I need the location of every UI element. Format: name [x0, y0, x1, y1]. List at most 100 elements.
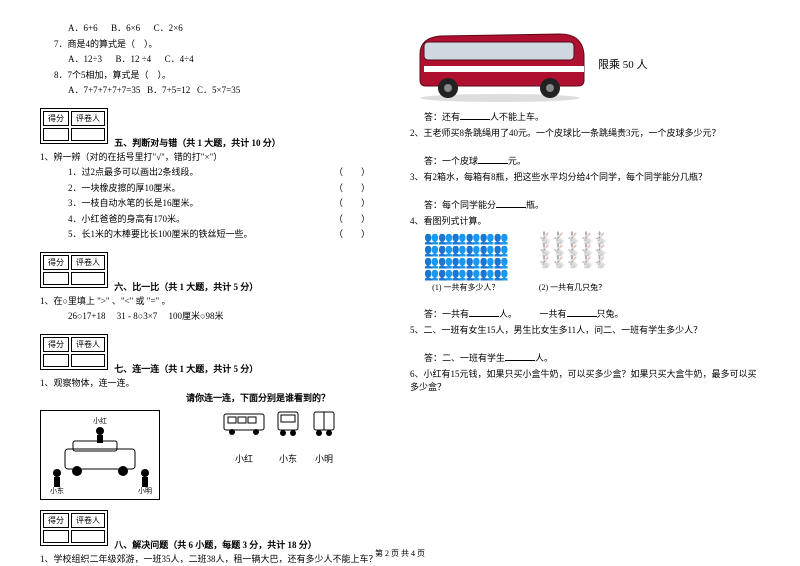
a3: 答：每个同学能分 瓶。 [410, 198, 760, 213]
score-label: 得分 [43, 513, 69, 528]
caption2: (2) 一共有几只兔？ [538, 282, 608, 293]
sec7-stem: 1、观察物体，连一连。 [40, 377, 390, 391]
score-box: 得分评卷人 [40, 108, 108, 144]
sec6-a: 26○17+18 [68, 311, 106, 321]
sec6-c: 100厘米○98米 [169, 311, 224, 321]
sec6-title: 六、比一比（共 1 大题，共计 5 分） [114, 280, 258, 293]
score-box: 得分评卷人 [40, 334, 108, 370]
paren: （ ） [334, 182, 370, 196]
a5-post: 人。 [535, 353, 553, 363]
sec5-i1: 1．过2点最多可以画出2条线段。 [68, 167, 199, 177]
bus-figure: 限乘 50 人 [410, 24, 760, 104]
blank [460, 110, 490, 120]
people-grid: 👥👥👥👥👥👥 👥👥👥👥👥👥 👥👥👥👥👥👥 👥👥👥👥👥👥 (1) 一共有多少人？ [424, 232, 508, 293]
a5: 答：二、一班有学生 人。 [410, 351, 760, 366]
a2: 答：一个皮球 元。 [410, 154, 760, 169]
right-column: 限乘 50 人 答：还有 人不能上车。 2、王老师买8条跳绳用了40元。一个皮球比… [400, 0, 770, 565]
q7-optC: C．4÷4 [165, 54, 194, 64]
a4: 答：一共有人。 一共有只兔。 [410, 307, 760, 322]
grader-label: 评卷人 [71, 111, 105, 126]
sec6-header: 得分评卷人 六、比一比（共 1 大题，共计 5 分） [40, 244, 390, 293]
blank [496, 198, 526, 208]
sec7-figure-row: 小红 小东 小明 [40, 408, 390, 502]
paren: （ ） [334, 228, 370, 242]
a4-pre2: 一共有 [540, 309, 567, 319]
q8-options: A．7+7+7+7+7=35 B．7+5=12 C．5×7=35 [40, 84, 390, 98]
q6-optB: B．6×6 [111, 23, 140, 33]
q7-optB: B．12 ÷4 [115, 54, 151, 64]
van-front-icon [274, 408, 302, 438]
view-options: 小红 小东 小明 [170, 408, 390, 465]
blank [505, 351, 535, 361]
blank [478, 154, 508, 164]
q5: 5、二、一班有女生15人，男生比女生多11人，问二、一班有学生多少人？ [410, 324, 760, 338]
a3-pre: 答：每个同学能分 [424, 200, 496, 210]
sec5-header: 得分评卷人 五、判断对与错（共 1 大题，共计 10 分） [40, 100, 390, 149]
q8-optB: B．7+5=12 [147, 85, 190, 95]
sec5-title: 五、判断对与错（共 1 大题，共计 10 分） [114, 136, 281, 149]
q7-text: 7．商是4的算式是（ ）。 [40, 38, 390, 52]
blank [469, 307, 499, 317]
a2-post: 元。 [508, 156, 526, 166]
sec5-i2: 2．一块橡皮擦的厚10厘米。 [68, 183, 181, 193]
q8-optC: C．5×7=35 [197, 85, 240, 95]
name2: 小东 [274, 452, 302, 465]
a3-post: 瓶。 [526, 200, 544, 210]
paren: （ ） [334, 197, 370, 211]
paren: （ ） [334, 166, 370, 180]
bus-limit: 限乘 50 人 [594, 54, 652, 74]
q6-optA: A．6+6 [68, 23, 98, 33]
page-footer: 第 2 页 共 4 页 [0, 548, 800, 559]
page: A．6+6 B．6×6 C．2×6 7．商是4的算式是（ ）。 A．12÷3 B… [0, 0, 800, 565]
left-column: A．6+6 B．6×6 C．2×6 7．商是4的算式是（ ）。 A．12÷3 B… [30, 0, 400, 565]
paren: （ ） [334, 213, 370, 227]
q4: 4、看图列式计算。 [410, 215, 760, 229]
van-side-icon [222, 408, 266, 438]
sec5-stem: 1、辨一辨（对的在括号里打"√"，错的打"×"） [40, 151, 390, 165]
a4-pre1: 答：一共有 [424, 309, 469, 319]
a1-post: 人不能上车。 [490, 112, 544, 122]
score-label: 得分 [43, 337, 69, 352]
a2-pre: 答：一个皮球 [424, 156, 478, 166]
q4-figures: 👥👥👥👥👥👥 👥👥👥👥👥👥 👥👥👥👥👥👥 👥👥👥👥👥👥 (1) 一共有多少人？ … [424, 232, 760, 293]
van-back-icon [310, 408, 338, 438]
label-right: 小明 [138, 486, 152, 495]
sec6-stem: 1、在○里填上 ">" 、"<" 或 "=" 。 [40, 295, 390, 309]
q8-optA: A．7+7+7+7+7=35 [68, 85, 140, 95]
name3: 小明 [310, 452, 338, 465]
score-box: 得分评卷人 [40, 252, 108, 288]
score-box: 得分评卷人 [40, 510, 108, 546]
q7-optA: A．12÷3 [68, 54, 102, 64]
sec8-header: 得分评卷人 八、解决问题（共 6 小题，每题 3 分，共计 18 分） [40, 502, 390, 551]
a4-mid1: 人。 [499, 309, 517, 319]
grader-label: 评卷人 [71, 337, 105, 352]
sec7-header: 得分评卷人 七、连一连（共 1 大题，共计 5 分） [40, 326, 390, 375]
observe-figure: 小红 小东 小明 [40, 410, 160, 500]
q6: 6、小红有15元钱，如果只买小盒牛奶，可以买多少盒？如果只买大盒牛奶，最多可以买… [410, 368, 760, 395]
label-left: 小东 [50, 486, 64, 495]
sec6-items: 26○17+18 31 - 8○3×7 100厘米○98米 [40, 310, 390, 324]
q3: 3、有2箱水，每箱有8瓶，把这些水平均分给4个同学，每个同学能分几瓶？ [410, 171, 760, 185]
score-label: 得分 [43, 255, 69, 270]
rabbit-grid: 🐇🐇🐇🐇🐇 🐇🐇🐇🐇🐇 🐇🐇🐇🐇🐇 🐇 (2) 一共有几只兔？ [538, 232, 608, 293]
bus-icon [410, 24, 590, 104]
a5-pre: 答：二、一班有学生 [424, 353, 505, 363]
sec5-i3: 3．一枝自动水笔的长是16厘米。 [68, 198, 199, 208]
sec7-hint: 请你连一连，下面分别是谁看到的？ [40, 392, 390, 406]
a1: 答：还有 人不能上车。 [410, 110, 760, 125]
q6-optC: C．2×6 [154, 23, 183, 33]
label-top: 小红 [93, 416, 107, 425]
car-observers-svg: 小红 小东 小明 [45, 415, 155, 495]
q7-options: A．12÷3 B．12 ÷4 C．4÷4 [40, 53, 390, 67]
sec5-i4: 4．小红爸爸的身高有170米。 [68, 214, 185, 224]
score-label: 得分 [43, 111, 69, 126]
q2: 2、王老师买8条跳绳用了40元。一个皮球比一条跳绳贵3元，一个皮球多少元？ [410, 127, 760, 141]
caption1: (1) 一共有多少人？ [424, 282, 508, 293]
blank [567, 307, 597, 317]
a1-pre: 答：还有 [424, 112, 460, 122]
grader-label: 评卷人 [71, 513, 105, 528]
sec7-title: 七、连一连（共 1 大题，共计 5 分） [114, 362, 258, 375]
q8-text: 8．7个5相加，算式是（ ）。 [40, 69, 390, 83]
sec5-i5: 5．长1米的木棒要比长100厘米的铁丝短一些。 [68, 229, 253, 239]
name1: 小红 [222, 452, 266, 465]
